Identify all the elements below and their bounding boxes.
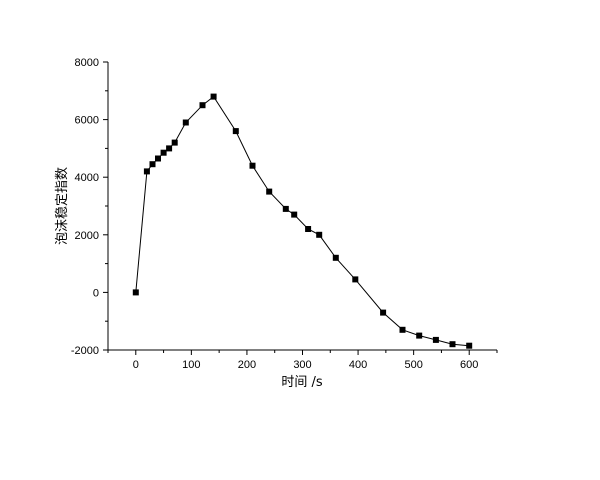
x-axis-title: 时间 /s (281, 375, 323, 390)
x-tick-label: 0 (133, 359, 139, 371)
data-point (199, 102, 206, 109)
y-ticks: -2000 0 2000 4000 6000 8000 (71, 57, 108, 357)
data-point (210, 93, 217, 100)
data-point (171, 139, 178, 146)
data-point (282, 205, 289, 212)
data-point (166, 145, 173, 152)
data-point (182, 119, 189, 126)
data-point (352, 276, 359, 283)
x-tick-label: 200 (238, 359, 256, 371)
data-point (332, 254, 339, 261)
y-tick-label: 2000 (75, 230, 99, 242)
x-tick-label: 600 (460, 359, 478, 371)
y-tick-label: 6000 (75, 115, 99, 127)
series-markers (132, 93, 473, 349)
y-tick-label: -2000 (71, 345, 99, 357)
data-point (380, 309, 387, 316)
data-point (305, 226, 312, 232)
y-tick-label: 8000 (75, 57, 99, 69)
data-point (155, 155, 161, 162)
data-point (291, 211, 298, 218)
data-point (249, 162, 256, 169)
series-line (135, 95, 470, 347)
data-point (232, 128, 239, 135)
data-point (266, 188, 273, 195)
y-tick-label: 0 (93, 287, 99, 299)
x-ticks: 0 100 200 300 400 500 600 (107, 350, 498, 371)
data-point (143, 168, 150, 175)
data-point (149, 161, 156, 168)
y-axis-title: 泡沫稳定指数 (54, 167, 70, 245)
y-tick-label: 4000 (75, 172, 99, 184)
data-point (132, 289, 139, 296)
data-point (160, 149, 167, 156)
data-point (316, 231, 323, 238)
data-point (432, 336, 439, 343)
plot-area: -2000 0 2000 4000 6000 8000 0 100 200 300 400 500 6… (71, 57, 498, 371)
x-tick-label: 100 (182, 359, 200, 371)
x-tick-label: 400 (349, 359, 367, 371)
x-tick-label: 300 (293, 359, 311, 371)
data-point (466, 342, 473, 349)
data-point (449, 341, 456, 348)
data-point (416, 332, 423, 339)
x-tick-label: 500 (404, 359, 422, 371)
data-point (399, 326, 406, 333)
